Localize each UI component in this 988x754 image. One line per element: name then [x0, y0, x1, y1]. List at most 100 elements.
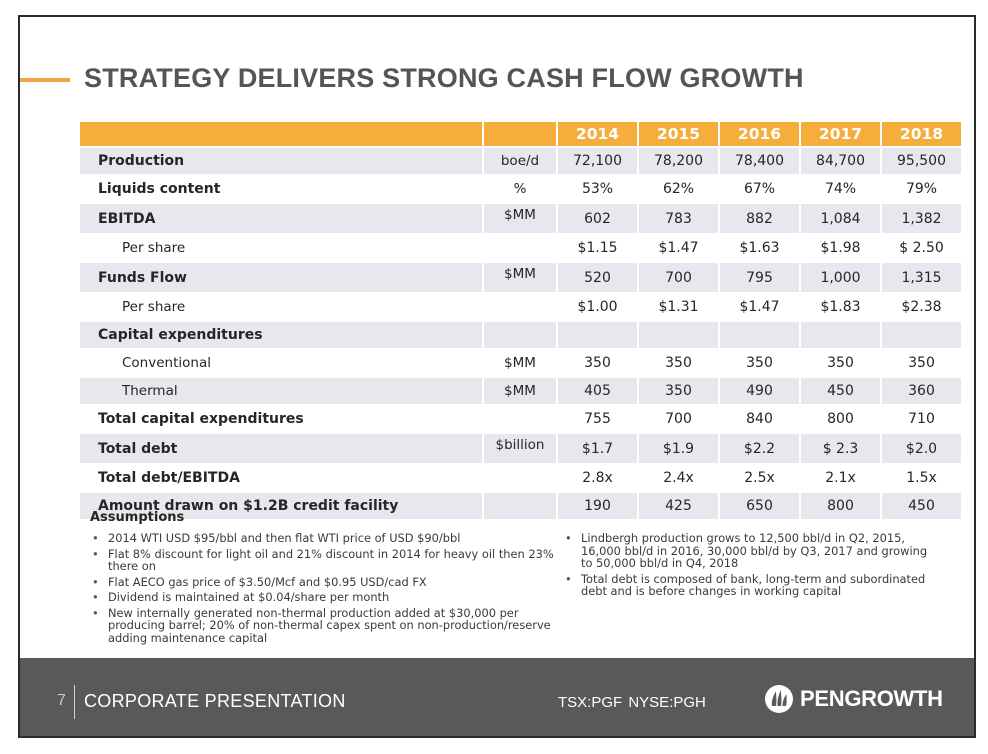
value-cell: [800, 321, 882, 350]
value-cell: [719, 321, 801, 350]
value-cell: 700: [638, 405, 720, 434]
value-cell: 520: [557, 262, 639, 294]
value-cell: 2.4x: [638, 464, 720, 493]
stock-tickers: TSX:PGF NYSE:PGH: [558, 694, 706, 711]
value-cell: 72,100: [557, 147, 639, 176]
year-header: 2018: [881, 122, 963, 148]
value-cell: 78,400: [719, 147, 801, 176]
value-cell: 1,000: [800, 262, 882, 294]
logo-wordmark: PENGROWTH: [800, 686, 943, 711]
value-cell: $1.47: [638, 234, 720, 263]
row-unit: $MM: [483, 262, 558, 294]
row-label: Total capital expenditures: [80, 405, 484, 434]
value-cell: 2.1x: [800, 464, 882, 493]
value-cell: 62%: [638, 175, 720, 204]
slide: STRATEGY DELIVERS STRONG CASH FLOW GROWT…: [18, 15, 976, 738]
value-cell: 450: [800, 377, 882, 406]
header-unit-cell: [483, 122, 558, 148]
row-label: Capital expenditures: [80, 321, 484, 350]
assumptions-right-list: Lindbergh production grows to 12,500 bbl…: [563, 532, 933, 601]
value-cell: 1,084: [800, 203, 882, 235]
footer-bar: 7 CORPORATE PRESENTATION TSX:PGF NYSE:PG…: [20, 658, 974, 736]
value-cell: $1.47: [719, 293, 801, 322]
row-label: Per share: [80, 293, 484, 322]
value-cell: 95,500: [881, 147, 963, 176]
table-row: Conventional $MM 350 350 350 350 350: [80, 349, 963, 378]
value-cell: $2.0: [881, 433, 963, 465]
row-label: Production: [80, 147, 484, 176]
row-unit: [483, 405, 558, 434]
value-cell: 882: [719, 203, 801, 235]
row-unit: $billion: [483, 433, 558, 465]
row-unit: [483, 234, 558, 263]
row-unit: [483, 492, 558, 521]
value-cell: $2.2: [719, 433, 801, 465]
value-cell: [881, 321, 963, 350]
value-cell: $2.38: [881, 293, 963, 322]
title-accent-bar: [20, 78, 70, 82]
row-unit: $MM: [483, 377, 558, 406]
value-cell: 67%: [719, 175, 801, 204]
row-unit: $MM: [483, 349, 558, 378]
row-label: Total debt: [80, 433, 484, 465]
row-label: Conventional: [80, 349, 484, 378]
table-row: Amount drawn on $1.2B credit facility 190…: [80, 492, 963, 521]
table-header-row: 2014 2015 2016 2017 2018: [80, 122, 963, 148]
row-label: Per share: [80, 234, 484, 263]
value-cell: 74%: [800, 175, 882, 204]
assumption-item: Total debt is composed of bank, long-ter…: [563, 572, 933, 598]
assumption-item: Dividend is maintained at $0.04/share pe…: [90, 591, 560, 604]
table-row: Thermal $MM 405 350 490 450 360: [80, 377, 963, 406]
value-cell: 350: [557, 349, 639, 378]
value-cell: 53%: [557, 175, 639, 204]
value-cell: $1.83: [800, 293, 882, 322]
value-cell: 84,700: [800, 147, 882, 176]
value-cell: $1.9: [638, 433, 720, 465]
slide-title: STRATEGY DELIVERS STRONG CASH FLOW GROWT…: [84, 63, 804, 93]
value-cell: 2.5x: [719, 464, 801, 493]
row-unit: boe/d: [483, 147, 558, 176]
row-label: Thermal: [80, 377, 484, 406]
financial-table: 2014 2015 2016 2017 2018 Production boe/d…: [80, 122, 963, 521]
section-label: CORPORATE PRESENTATION: [84, 691, 346, 711]
assumption-item: Lindbergh production grows to 12,500 bbl…: [563, 532, 933, 570]
row-label: Total debt/EBITDA: [80, 464, 484, 493]
row-label: Funds Flow: [80, 262, 484, 294]
value-cell: 840: [719, 405, 801, 434]
value-cell: 755: [557, 405, 639, 434]
value-cell: 602: [557, 203, 639, 235]
value-cell: 795: [719, 262, 801, 294]
value-cell: 783: [638, 203, 720, 235]
assumptions-title: Assumptions: [90, 510, 185, 525]
page-number-divider: [74, 685, 75, 719]
pengrowth-flame-logo-icon: [764, 684, 794, 714]
table-row: Per share $1.15 $1.47 $1.63 $1.98 $ 2.50: [80, 234, 963, 263]
assumptions-left-list: 2014 WTI USD $95/bbl and then flat WTI p…: [90, 532, 560, 647]
row-unit: [483, 293, 558, 322]
assumption-item: Flat 8% discount for light oil and 21% d…: [90, 547, 560, 573]
table-row: Per share $1.00 $1.31 $1.47 $1.83 $2.38: [80, 293, 963, 322]
value-cell: 800: [800, 492, 882, 521]
page-number: 7: [57, 692, 66, 709]
value-cell: 710: [881, 405, 963, 434]
table-row: Funds Flow $MM 520 700 795 1,000 1,315: [80, 262, 963, 294]
row-unit: %: [483, 175, 558, 204]
value-cell: 1.5x: [881, 464, 963, 493]
year-header: 2016: [719, 122, 801, 148]
row-unit: [483, 464, 558, 493]
row-label: Liquids content: [80, 175, 484, 204]
table-row: Capital expenditures: [80, 321, 963, 350]
value-cell: 425: [638, 492, 720, 521]
value-cell: 350: [638, 377, 720, 406]
value-cell: 700: [638, 262, 720, 294]
value-cell: 650: [719, 492, 801, 521]
value-cell: $1.63: [719, 234, 801, 263]
table-row: Total debt/EBITDA 2.8x 2.4x 2.5x 2.1x 1.5x: [80, 464, 963, 493]
row-label: EBITDA: [80, 203, 484, 235]
assumption-item: New internally generated non-thermal pro…: [90, 606, 560, 645]
value-cell: [557, 321, 639, 350]
table-row: Production boe/d 72,100 78,200 78,400 84,700 9…: [80, 147, 963, 176]
value-cell: $ 2.50: [881, 234, 963, 263]
row-unit: [483, 321, 558, 350]
value-cell: 800: [800, 405, 882, 434]
